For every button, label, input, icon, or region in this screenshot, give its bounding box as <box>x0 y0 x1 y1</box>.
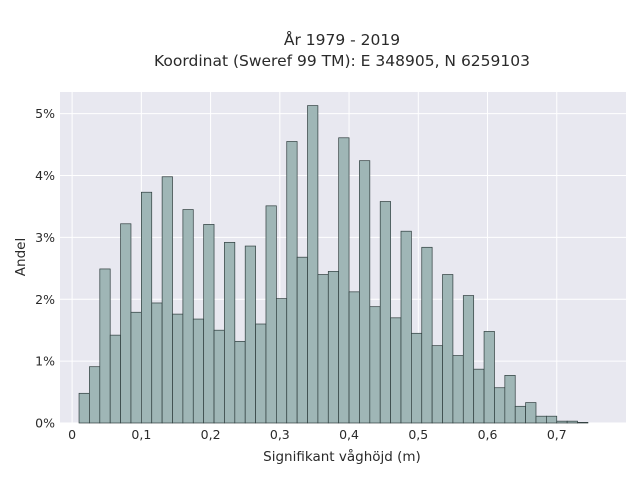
histogram-bar-19 <box>276 298 288 424</box>
histogram-bar-28 <box>369 306 381 424</box>
histogram-bar-10 <box>182 209 194 424</box>
y-tick-label-1: 1% <box>35 354 55 369</box>
y-tick-label-4: 4% <box>35 168 55 183</box>
histogram-bar-45 <box>546 415 558 424</box>
x-tick-label-0: 0 <box>68 427 76 442</box>
histogram-bar-43 <box>525 402 537 424</box>
histogram-bar-38 <box>473 368 485 424</box>
y-tick-label-0: 0% <box>35 416 55 431</box>
histogram-bar-37 <box>462 295 475 424</box>
histogram-bar-42 <box>514 405 526 424</box>
histogram-bar-41 <box>504 375 516 424</box>
histogram-bar-23 <box>317 274 329 424</box>
histogram-bar-12 <box>203 224 215 424</box>
y-axis-label: Andel <box>13 238 29 276</box>
histogram-bar-21 <box>296 256 308 424</box>
x-tick-label-7: 0,7 <box>547 427 567 442</box>
histogram-bar-30 <box>390 317 402 424</box>
histogram-bar-5 <box>130 311 142 424</box>
histogram-bars <box>78 105 589 424</box>
histogram-bar-40 <box>494 387 506 424</box>
histogram-bar-1 <box>89 366 101 424</box>
y-tick-label-3: 3% <box>35 230 55 245</box>
histogram-bar-7 <box>151 302 163 424</box>
histogram-bar-3 <box>109 334 121 424</box>
x-tick-label-6: 0,6 <box>478 427 498 442</box>
y-tick-label-2: 2% <box>35 292 55 307</box>
x-tick-label-3: 0,3 <box>270 427 290 442</box>
x-tick-label-5: 0,5 <box>408 427 428 442</box>
x-axis-label: Signifikant våghöjd (m) <box>263 448 421 465</box>
histogram-bar-17 <box>255 323 267 424</box>
histogram-bar-8 <box>161 176 173 424</box>
histogram-bar-26 <box>348 291 360 424</box>
histogram-bar-4 <box>120 223 132 424</box>
histogram-bar-14 <box>224 241 236 424</box>
chart-title-line-1: År 1979 - 2019 <box>284 30 400 49</box>
histogram-bar-24 <box>327 271 340 424</box>
histogram-bar-13 <box>213 329 225 424</box>
histogram-bar-35 <box>442 274 454 424</box>
y-axis-ticks: 0% 1% 2% 3% 4% 5% <box>35 106 55 430</box>
histogram-bar-29 <box>379 201 391 424</box>
x-tick-label-1: 0,1 <box>131 427 151 442</box>
histogram-bar-34 <box>431 345 443 424</box>
histogram-bar-39 <box>483 331 495 424</box>
histogram-bar-46 <box>556 420 568 424</box>
histogram-bar-33 <box>421 246 433 424</box>
histogram-bar-15 <box>234 340 246 424</box>
histogram-bar-22 <box>307 105 319 424</box>
histogram-bar-44 <box>535 415 547 424</box>
x-tick-label-4: 0,4 <box>339 427 359 442</box>
histogram-bar-27 <box>359 160 371 424</box>
histogram-bar-6 <box>141 191 153 424</box>
histogram-bar-31 <box>400 230 412 424</box>
histogram-bar-25 <box>338 137 350 424</box>
histogram-bar-9 <box>172 313 184 424</box>
x-axis-ticks: 0 0,1 0,2 0,3 0,4 0,5 0,6 0,7 <box>68 427 567 442</box>
histogram-bar-16 <box>244 245 256 424</box>
histogram-bar-18 <box>265 205 277 424</box>
histogram-bar-47 <box>566 420 578 424</box>
histogram-bar-32 <box>411 332 423 424</box>
x-tick-label-2: 0,2 <box>201 427 221 442</box>
histogram-bar-36 <box>452 355 464 424</box>
histogram-bar-0 <box>78 392 90 424</box>
histogram-bar-11 <box>192 318 205 424</box>
histogram-bar-20 <box>286 141 298 424</box>
y-tick-label-5: 5% <box>35 106 55 121</box>
histogram-bar-2 <box>99 268 111 424</box>
chart-title-line-2: Koordinat (Sweref 99 TM): E 348905, N 62… <box>154 52 530 70</box>
histogram-bar-48 <box>577 422 589 424</box>
